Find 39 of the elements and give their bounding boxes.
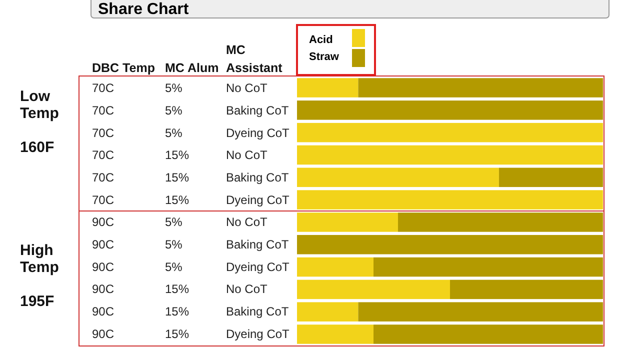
bar <box>374 257 603 277</box>
bar <box>398 212 603 232</box>
text: DBC Temp <box>92 61 156 75</box>
bar <box>297 168 499 188</box>
category-label: 90C 15% No CoT <box>92 282 268 296</box>
bar <box>450 280 603 300</box>
bar <box>297 324 374 344</box>
text: Share Chart <box>98 1 190 18</box>
bar <box>358 78 603 98</box>
category-label: 70C 5% Dyeing CoT <box>92 126 290 140</box>
legend-label: Straw <box>309 51 340 63</box>
bar <box>297 100 603 120</box>
legend-label: Acid <box>309 34 333 46</box>
text: MC Alum <box>165 61 219 75</box>
bar <box>297 302 358 322</box>
category-label: 90C 5% No CoT <box>92 215 268 230</box>
bar <box>297 122 603 142</box>
text: High Temp 195F <box>20 242 59 310</box>
category-label: 70C 5% Baking CoT <box>92 104 289 118</box>
bar <box>297 280 450 300</box>
bar <box>297 234 603 254</box>
bar <box>297 78 358 98</box>
bar <box>374 324 603 344</box>
bar <box>297 145 603 165</box>
category-label: 90C 15% Baking CoT <box>92 304 289 318</box>
category-label: 70C 15% No CoT <box>92 148 268 162</box>
category-label: 70C 15% Baking CoT <box>92 170 289 184</box>
text: MC Assistant <box>226 43 284 75</box>
category-label: 70C 5% No CoT <box>92 81 268 96</box>
category-label: 70C 15% Dyeing CoT <box>92 192 290 207</box>
bar <box>297 190 603 210</box>
bar <box>358 302 603 322</box>
category-label: 90C 15% Dyeing CoT <box>92 326 290 341</box>
bar <box>498 168 603 188</box>
category-label: 90C 5% Baking CoT <box>92 238 289 252</box>
bar <box>297 212 398 232</box>
bar <box>297 257 374 277</box>
category-label: 90C 5% Dyeing CoT <box>92 260 290 274</box>
text: Low Temp 160F <box>20 88 59 156</box>
